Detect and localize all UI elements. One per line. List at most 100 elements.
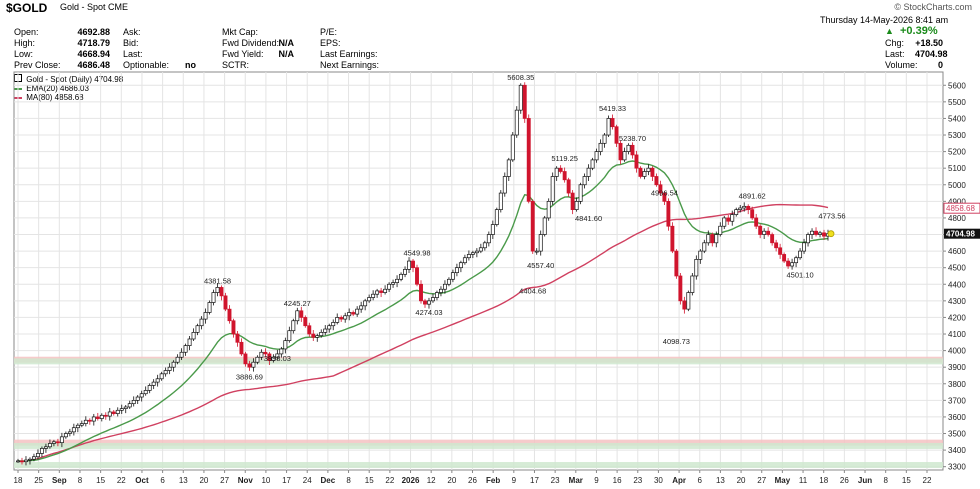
legend-ema-label: EMA(20) 4686.03 xyxy=(26,84,89,93)
candle-body xyxy=(399,273,404,280)
candle-body xyxy=(67,431,72,434)
y-tick-label: 4600 xyxy=(948,247,966,256)
price-annotation: 4773.56 xyxy=(818,211,845,220)
candle-body xyxy=(275,353,280,358)
candle-body xyxy=(710,234,715,244)
candle-body xyxy=(16,460,20,463)
quote-label: Fwd Dividend: xyxy=(222,38,280,48)
candle-body xyxy=(103,414,108,417)
candle-body xyxy=(199,318,204,327)
candle-body xyxy=(75,424,80,429)
x-tick-label: 18 xyxy=(14,476,23,485)
candle-body xyxy=(818,232,822,235)
candle-body xyxy=(822,232,826,237)
quote-value: 4692.88 xyxy=(77,27,110,37)
quote-value: N/A xyxy=(278,38,295,48)
y-tick-label: 5600 xyxy=(948,81,966,90)
candle-body xyxy=(442,283,447,290)
y-tick-label: 3900 xyxy=(948,363,966,372)
candle-body xyxy=(546,201,551,219)
y-tick-label: 4000 xyxy=(948,347,966,356)
candle-body xyxy=(95,416,100,419)
candle-body xyxy=(283,340,288,350)
candle-body xyxy=(71,427,76,433)
x-tick-label: 27 xyxy=(757,476,766,485)
x-tick-label: Apr xyxy=(672,476,686,485)
candle-body xyxy=(43,446,48,449)
x-tick-label: 24 xyxy=(303,476,312,485)
candle-body xyxy=(391,282,396,285)
candle-body xyxy=(311,333,316,338)
x-tick-label: Sep xyxy=(52,476,67,485)
x-tick-label: 6 xyxy=(160,476,165,485)
x-tick-label: 16 xyxy=(613,476,622,485)
price-annotation: 4245.27 xyxy=(284,299,311,308)
candle-body xyxy=(39,448,44,454)
candle-body xyxy=(36,453,40,458)
candle-body xyxy=(474,250,479,254)
candle-body xyxy=(674,250,679,277)
x-tick-label: 15 xyxy=(365,476,374,485)
x-tick-label: 8 xyxy=(346,476,351,485)
candle-body xyxy=(435,292,439,298)
y-tick-label: 3300 xyxy=(948,463,966,472)
candle-body xyxy=(694,259,699,277)
candle-body xyxy=(722,217,727,227)
x-tick-label: 13 xyxy=(179,476,188,485)
candle-body xyxy=(99,414,104,419)
candle-body xyxy=(187,338,192,346)
quote-value: 4686.48 xyxy=(77,60,110,70)
x-tick-label: 13 xyxy=(716,476,725,485)
candle-body xyxy=(155,378,160,383)
candle-body xyxy=(167,366,172,371)
candle-body xyxy=(355,308,360,315)
candle-body xyxy=(383,288,388,293)
candle-body xyxy=(730,214,735,222)
candle-body xyxy=(107,411,112,417)
candle-body xyxy=(486,234,491,244)
candle-body xyxy=(239,341,244,355)
price-annotation: 4891.62 xyxy=(739,192,766,201)
candle-body xyxy=(411,260,415,269)
quote-label: High: xyxy=(14,38,36,48)
candle-body xyxy=(450,272,455,280)
y-tick-label: 3800 xyxy=(948,380,966,389)
candle-body xyxy=(750,209,755,219)
x-tick-label: Oct xyxy=(135,476,149,485)
x-tick-label: 30 xyxy=(654,476,663,485)
legend-price-label: Gold - Spot (Daily) 4704.98 xyxy=(26,75,124,84)
price-annotation: 4274.03 xyxy=(415,308,442,317)
candle-body xyxy=(247,363,252,368)
candle-body xyxy=(794,257,799,264)
x-tick-label: 18 xyxy=(819,476,828,485)
candle-body xyxy=(387,283,392,290)
candle-body xyxy=(47,443,52,448)
candle-body xyxy=(514,109,519,136)
y-tick-label: 3500 xyxy=(948,430,966,439)
x-tick-label: 17 xyxy=(530,476,539,485)
candle-body xyxy=(319,332,324,337)
candle-body xyxy=(606,118,611,136)
candle-body xyxy=(490,224,495,235)
price-annotation: 4557.40 xyxy=(527,261,554,270)
candle-body xyxy=(267,353,272,361)
candle-body xyxy=(291,320,296,332)
quote-value: 4668.94 xyxy=(77,49,110,59)
quote-label: Chg: xyxy=(885,38,905,48)
y-tick-label: 4200 xyxy=(948,313,966,322)
candle-body xyxy=(139,393,144,398)
candle-body xyxy=(610,118,615,128)
x-tick-label: 20 xyxy=(199,476,208,485)
candle-body xyxy=(634,154,639,169)
candle-body xyxy=(550,176,555,202)
candle-body xyxy=(506,159,511,177)
candle-body xyxy=(111,411,116,414)
x-tick-label: 2026 xyxy=(402,476,420,485)
candle-body xyxy=(594,151,599,161)
price-annotation: 4404.68 xyxy=(519,286,546,295)
x-tick-label: May xyxy=(775,476,791,485)
x-tick-label: 6 xyxy=(698,476,703,485)
candle-body xyxy=(87,419,92,422)
candle-body xyxy=(427,300,431,305)
